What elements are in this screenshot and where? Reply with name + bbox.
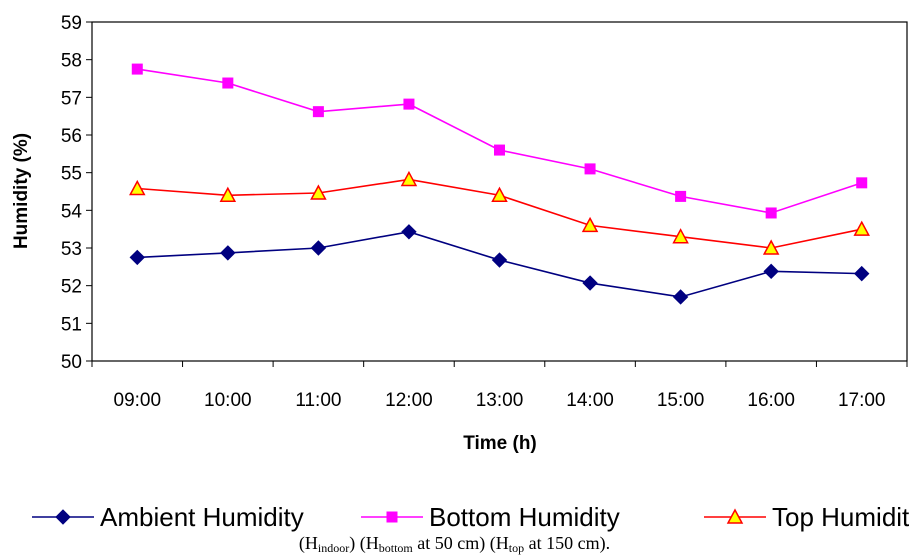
data-point bbox=[220, 245, 236, 261]
caption-text: (H bbox=[298, 533, 318, 553]
data-point bbox=[672, 289, 689, 305]
data-point bbox=[763, 263, 779, 280]
x-tick-label: 16:00 bbox=[747, 390, 795, 411]
caption-subscript: top bbox=[508, 541, 525, 555]
data-point bbox=[494, 144, 505, 156]
data-point bbox=[222, 77, 234, 89]
caption-subscript: bottom bbox=[378, 541, 413, 555]
y-tick-label: 59 bbox=[61, 13, 82, 34]
x-tick-label: 11:00 bbox=[295, 390, 341, 411]
data-point bbox=[310, 184, 327, 200]
caption-subscript: indoor bbox=[317, 541, 350, 555]
data-point bbox=[581, 216, 599, 233]
legend-label: Bottom Humidity bbox=[429, 502, 620, 532]
y-axis-title: Humidity (%) bbox=[11, 133, 32, 249]
x-tick-label: 10:00 bbox=[204, 390, 252, 411]
legend-item: Top Humidity bbox=[704, 502, 909, 532]
series-3 bbox=[129, 170, 870, 255]
caption-text: at 50 cm) (H bbox=[412, 533, 509, 553]
data-point bbox=[219, 186, 237, 203]
data-point bbox=[675, 190, 687, 202]
x-tick-label: 17:00 bbox=[838, 390, 886, 411]
series-2 bbox=[131, 63, 868, 219]
series-1 bbox=[129, 224, 870, 305]
y-tick-label: 58 bbox=[61, 51, 82, 72]
caption-text: at 150 cm). bbox=[524, 533, 611, 553]
x-axis-ticks: 09:00 10:00 11:00 12:00 13:00 14:00 15:00 16:00… bbox=[91, 361, 908, 411]
legend-marker bbox=[55, 509, 71, 525]
figure-caption: (Hindoor) (Hbottom at 50 cm) (Htop at 15… bbox=[0, 533, 909, 555]
y-tick-label: 50 bbox=[61, 352, 82, 373]
data-point bbox=[401, 224, 417, 240]
data-point bbox=[403, 98, 415, 110]
data-point bbox=[854, 265, 870, 282]
x-tick-label: 13:00 bbox=[476, 390, 524, 411]
x-tick-label: 12:00 bbox=[385, 390, 433, 411]
data-point bbox=[491, 186, 508, 203]
data-point bbox=[856, 177, 868, 189]
caption-text: ) (H bbox=[349, 533, 379, 553]
data-point bbox=[584, 163, 596, 175]
data-point bbox=[491, 252, 508, 268]
x-tick-label: 15:00 bbox=[657, 390, 705, 411]
legend-marker bbox=[386, 511, 398, 523]
series-layer bbox=[129, 63, 870, 305]
x-tick-label: 09:00 bbox=[114, 390, 162, 411]
y-tick-label: 53 bbox=[61, 239, 82, 260]
y-tick-label: 56 bbox=[61, 126, 82, 147]
data-point bbox=[312, 106, 324, 118]
data-point bbox=[310, 240, 327, 256]
data-point bbox=[131, 63, 143, 75]
data-point bbox=[672, 228, 689, 244]
data-point bbox=[582, 275, 598, 291]
data-point bbox=[129, 249, 145, 266]
data-point bbox=[765, 207, 777, 219]
legend: Ambient Humidity Bottom Humidity Top Humid… bbox=[32, 502, 909, 532]
y-axis-ticks: 50 51 52 53 54 55 56 57 58 59 bbox=[61, 13, 92, 373]
y-tick-label: 57 bbox=[61, 88, 82, 109]
legend-item: Ambient Humidity bbox=[32, 502, 304, 532]
x-axis-title: Time (h) bbox=[463, 433, 537, 454]
legend-item: Bottom Humidity bbox=[361, 502, 620, 532]
y-tick-label: 52 bbox=[61, 277, 82, 298]
legend-label: Ambient Humidity bbox=[100, 502, 304, 532]
x-tick-label: 14:00 bbox=[566, 390, 614, 411]
y-tick-label: 54 bbox=[61, 201, 83, 222]
y-tick-label: 55 bbox=[61, 164, 82, 185]
data-point bbox=[853, 220, 870, 236]
data-point bbox=[400, 170, 418, 187]
y-tick-label: 51 bbox=[61, 314, 82, 335]
legend-marker bbox=[726, 508, 744, 524]
data-point bbox=[129, 179, 146, 196]
plot-area bbox=[91, 21, 908, 362]
legend-label: Top Humidity bbox=[772, 502, 909, 532]
data-point bbox=[762, 239, 780, 255]
